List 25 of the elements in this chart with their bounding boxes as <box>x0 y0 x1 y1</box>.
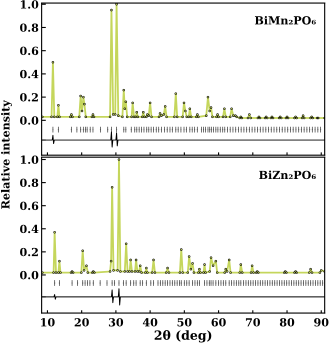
x-tick-label: 50 <box>178 318 192 326</box>
y-tick-label: 0.6 <box>20 202 38 210</box>
x-tick-label: 80 <box>280 318 294 326</box>
x-tick-label: 30 <box>108 318 124 326</box>
x-tick-label: 90 <box>314 318 328 326</box>
y-tick-label: 0.2 <box>20 248 38 256</box>
y-tick-label: 0.8 <box>20 178 38 187</box>
text: BiZn₂PO₆ <box>259 170 316 180</box>
y-tick-label: 1.0 <box>20 155 38 164</box>
y-tick-label: 1.0 <box>20 0 38 9</box>
y-tick-label: 0.4 <box>20 70 38 78</box>
y-tick-label: 0.6 <box>20 46 38 56</box>
y-tick-label: 0.8 <box>20 23 38 32</box>
x-tick-label: 60 <box>212 318 226 326</box>
y-axis-title: Relative intensity <box>1 100 12 209</box>
x-axis-title: 2θ (deg) <box>154 330 212 342</box>
text: BiMn₂PO₆ <box>254 16 316 25</box>
y-tick-label: 0.4 <box>20 224 38 234</box>
x-tick-label: 40 <box>142 318 158 326</box>
y-tick-label: 0.2 <box>20 93 38 102</box>
y-tick-label: 0.0 <box>20 116 38 125</box>
y-tick-label: 0.0 <box>20 270 38 280</box>
x-tick-label: 70 <box>246 318 260 326</box>
x-tick-label: 20 <box>74 318 89 326</box>
x-tick-label: 10 <box>41 318 55 326</box>
